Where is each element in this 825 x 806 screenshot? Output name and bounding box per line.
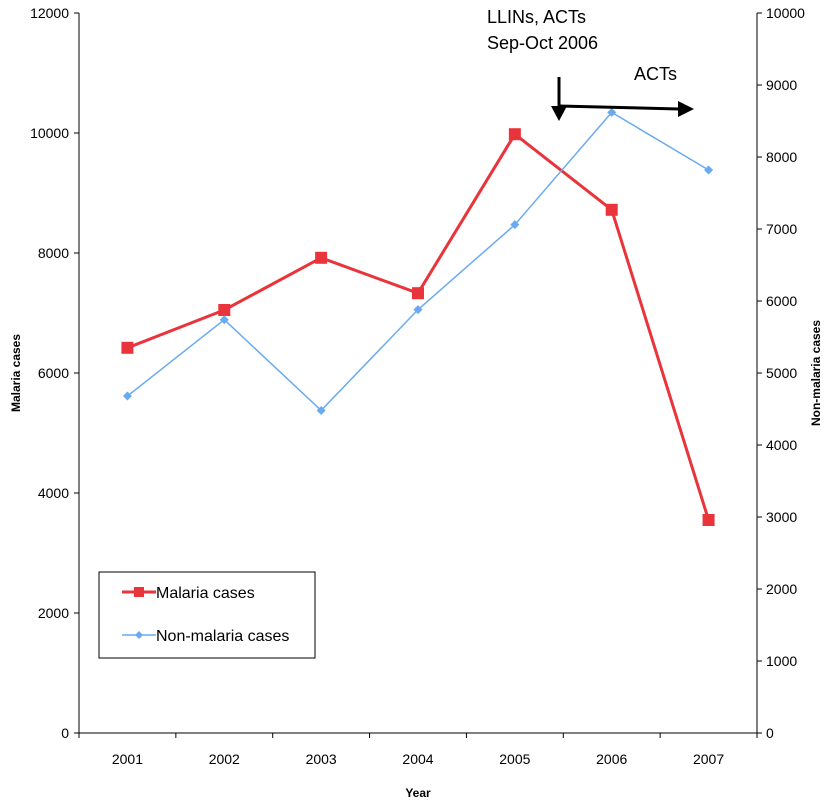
annotations: LLINs, ACTs Sep-Oct 2006 ACTs: [487, 7, 694, 121]
non-malaria-cases-point: [413, 305, 423, 315]
left-y-tick-label: 4000: [38, 485, 69, 501]
left-y-tick-label: 6000: [38, 365, 69, 381]
right-y-axis-title: Non-malaria cases: [809, 320, 823, 426]
right-y-tick-label: 1000: [766, 653, 797, 669]
non-malaria-cases-point: [316, 405, 326, 415]
annotation-down-arrow-head: [551, 106, 567, 121]
left-y-tick-label: 0: [61, 725, 69, 741]
right-y-tick-label: 2000: [766, 581, 797, 597]
legend-malaria-marker: [134, 587, 144, 597]
left-y-tick-label: 10000: [30, 125, 69, 141]
annotation-right-arrow-head: [678, 101, 694, 117]
non-malaria-cases-point: [607, 107, 617, 117]
non-malaria-cases-point: [122, 391, 132, 401]
legend: Malaria cases Non-malaria cases: [98, 571, 316, 659]
annotation-right-arrow-shaft: [558, 104, 680, 111]
right-y-tick-label: 7000: [766, 221, 797, 237]
x-tick-label: 2007: [693, 751, 724, 767]
malaria-cases-point: [412, 287, 424, 300]
malaria-cases-point: [605, 203, 618, 216]
legend-box: [98, 571, 316, 659]
malaria-cases-point: [702, 514, 715, 526]
non-malaria-cases-point: [704, 165, 714, 175]
legend-malaria-label: Malaria cases: [156, 585, 255, 602]
malaria-cases-point: [121, 341, 134, 354]
right-y-tick-label: 10000: [766, 5, 805, 21]
annotation-llins-acts: LLINs, ACTs: [487, 7, 586, 27]
malaria-cases-point: [315, 251, 328, 264]
left-y-axis-title: Malaria cases: [9, 334, 23, 412]
x-tick-label: 2001: [112, 751, 143, 767]
right-y-tick-label: 5000: [766, 365, 797, 381]
axes: 0 2000 4000 6000 8000 10000 12000 0 1000 2000 3000…: [9, 5, 823, 800]
malaria-cases-point: [218, 304, 231, 316]
x-tick-label: 2002: [209, 751, 240, 767]
x-tick-label: 2006: [596, 751, 627, 767]
non-malaria-cases-line: [126, 111, 709, 412]
right-y-tick-label: 6000: [766, 293, 797, 309]
x-tick-label: 2005: [499, 751, 530, 767]
annotation-sep-oct-2006: Sep-Oct 2006: [487, 33, 598, 53]
left-y-tick-label: 2000: [38, 605, 69, 621]
series: [121, 107, 715, 526]
x-axis-title: Year: [405, 786, 431, 800]
right-y-tick-label: 0: [766, 725, 774, 741]
annotation-acts: ACTs: [634, 64, 677, 84]
right-y-tick-label: 3000: [766, 509, 797, 525]
x-tick-label: 2003: [306, 751, 337, 767]
x-tick-label: 2004: [402, 751, 433, 767]
left-y-tick-label: 8000: [38, 245, 69, 261]
malaria-cases-point: [508, 128, 521, 141]
left-y-tick-label: 12000: [30, 5, 69, 21]
right-y-tick-label: 9000: [766, 77, 797, 93]
non-malaria-cases-point: [219, 315, 229, 325]
legend-nonmalaria-marker: [135, 631, 143, 639]
legend-nonmalaria-label: Non-malaria cases: [156, 628, 289, 645]
right-y-tick-label: 4000: [766, 437, 797, 453]
right-y-tick-label: 8000: [766, 149, 797, 165]
non-malaria-cases-point: [510, 220, 520, 230]
